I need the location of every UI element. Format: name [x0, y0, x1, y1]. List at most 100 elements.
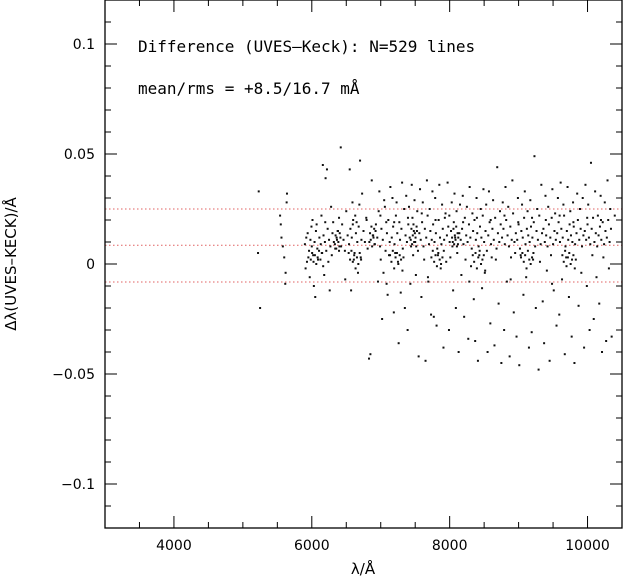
data-point [415, 225, 418, 228]
data-point [481, 287, 484, 290]
data-point [426, 214, 429, 217]
data-point [321, 164, 324, 166]
data-point [391, 249, 394, 252]
data-point [401, 269, 404, 272]
data-point [462, 243, 465, 246]
data-point [501, 201, 504, 204]
data-point [536, 208, 539, 210]
data-point [313, 241, 316, 243]
data-point [368, 357, 371, 360]
data-point [427, 243, 430, 246]
data-point [490, 256, 493, 259]
data-point [420, 212, 423, 215]
y-tick-labels: −0.1 −0.05 0 0.05 0.1 [52, 37, 95, 493]
data-point [543, 342, 546, 345]
data-point [337, 241, 340, 243]
data-point [505, 280, 508, 283]
data-point [350, 236, 353, 239]
data-point [417, 355, 420, 358]
data-point [318, 236, 321, 239]
data-point [464, 258, 467, 261]
data-point [316, 256, 319, 259]
data-point [531, 216, 534, 219]
data-point [311, 219, 314, 221]
data-point [556, 232, 559, 235]
data-point [473, 219, 476, 221]
data-point [310, 245, 313, 248]
data-point [510, 256, 513, 259]
data-point [482, 188, 485, 191]
y-tick-label: 0.1 [73, 37, 95, 53]
data-point [470, 247, 473, 250]
data-point [453, 243, 456, 246]
data-point [475, 216, 478, 219]
data-point [586, 223, 589, 226]
data-point [434, 197, 437, 199]
data-point [357, 225, 360, 228]
data-point [451, 245, 454, 248]
data-point [434, 254, 437, 257]
data-point [594, 232, 597, 235]
data-point [601, 221, 604, 224]
data-point [332, 241, 335, 243]
data-point [312, 260, 315, 263]
data-point [412, 230, 415, 232]
x-tick-label: 8000 [432, 538, 468, 554]
data-point [328, 238, 331, 241]
data-point [527, 346, 530, 349]
data-point [453, 234, 456, 237]
data-point [279, 223, 282, 226]
data-point [512, 311, 515, 314]
data-point [376, 236, 379, 239]
data-point [334, 247, 337, 250]
data-point [320, 214, 323, 217]
data-point [525, 227, 528, 230]
data-point [345, 210, 348, 213]
data-point [359, 159, 362, 162]
data-point [480, 263, 483, 265]
data-point [363, 241, 366, 243]
data-point [532, 221, 535, 224]
data-point [412, 254, 415, 257]
data-point [500, 362, 503, 364]
data-point [403, 208, 406, 210]
data-point [409, 282, 412, 285]
data-point [416, 210, 419, 213]
data-point [360, 238, 363, 241]
data-point [481, 214, 484, 217]
data-point [403, 307, 406, 309]
data-point [497, 302, 500, 305]
data-point [568, 223, 571, 226]
data-point [484, 269, 487, 272]
data-point [478, 225, 481, 228]
data-point [607, 219, 610, 221]
data-point [335, 238, 338, 241]
data-point [410, 245, 413, 248]
data-point [507, 205, 510, 208]
data-point [351, 223, 354, 226]
data-point [474, 252, 477, 254]
data-point [539, 243, 542, 246]
data-point [438, 258, 441, 261]
data-point [461, 194, 464, 197]
data-point [495, 247, 498, 250]
x-tick-label: 4000 [156, 538, 192, 554]
data-point [600, 238, 603, 241]
data-point [542, 227, 545, 230]
data-point [607, 267, 610, 270]
data-point [342, 238, 345, 241]
data-point [369, 238, 372, 241]
data-point [425, 236, 428, 239]
data-point [385, 282, 388, 285]
data-point [419, 238, 422, 241]
data-point [525, 267, 528, 270]
data-point [598, 302, 601, 305]
data-point [281, 245, 284, 248]
data-point [448, 214, 451, 217]
data-point [459, 238, 462, 241]
data-point [590, 227, 593, 230]
data-point [409, 238, 412, 241]
data-point [563, 214, 566, 217]
data-point [308, 249, 311, 252]
